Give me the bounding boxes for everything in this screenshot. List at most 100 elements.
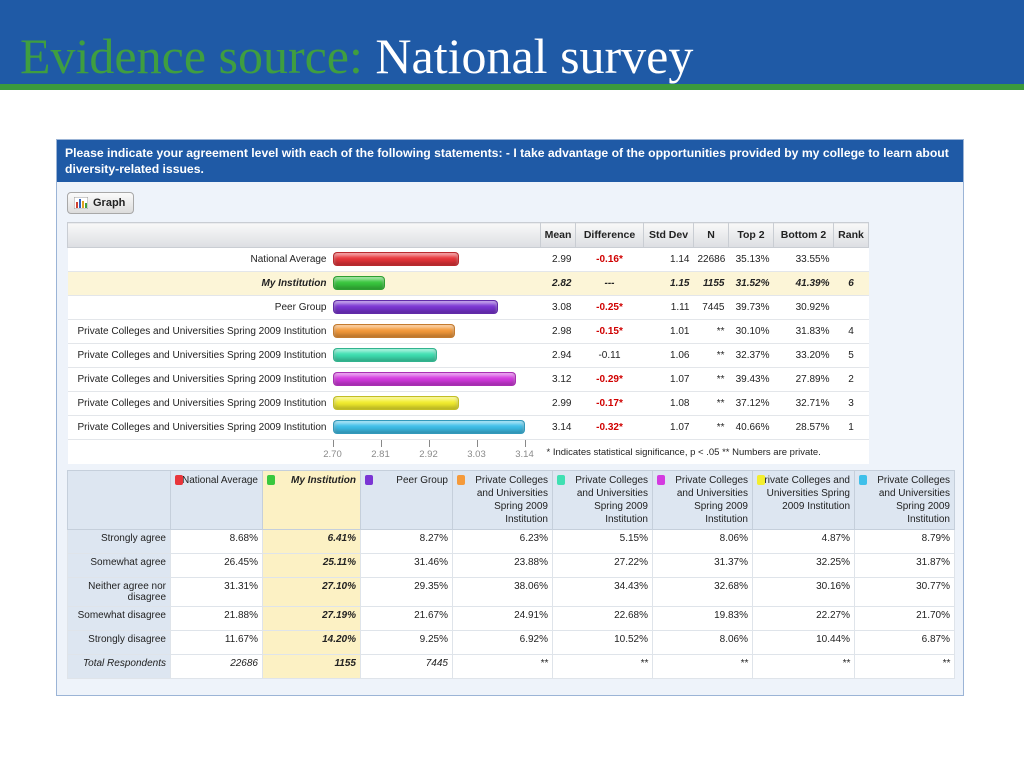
cell-bottom2: 41.39% xyxy=(773,271,834,296)
cell-difference: -0.32* xyxy=(575,415,644,440)
axis-tick-label: 2.92 xyxy=(419,449,438,460)
cell-stddev: 1.15 xyxy=(643,271,694,296)
column-name: Peer Group xyxy=(396,475,448,486)
percentage-cell: 21.88% xyxy=(170,606,263,631)
cell-mean: 2.99 xyxy=(540,391,576,416)
cell-top2: 31.52% xyxy=(728,271,774,296)
percentage-cell: 32.68% xyxy=(652,577,753,607)
cell-bottom2: 32.71% xyxy=(773,391,834,416)
mean-bar xyxy=(332,396,460,410)
distribution-row: Neither agree nor disagree 31.31% 27.10% 29… xyxy=(67,577,955,607)
percentage-cell: ** xyxy=(452,654,553,679)
percentage-cell: 8.27% xyxy=(360,529,453,554)
mean-bar xyxy=(332,252,460,266)
percentage-cell: 30.77% xyxy=(854,577,955,607)
column-name: Private Colleges and Universities Spring… xyxy=(877,475,950,525)
percentage-cell: 32.25% xyxy=(752,553,855,578)
significance-footnote: * Indicates statistical significance, p … xyxy=(540,439,869,464)
percentage-cell: 24.91% xyxy=(452,606,553,631)
row-label: National Average xyxy=(67,247,331,272)
cell-difference: -0.11 xyxy=(575,343,644,368)
mean-bar xyxy=(332,324,455,338)
graph-button[interactable]: Graph xyxy=(67,192,135,214)
axis-tick xyxy=(380,440,382,447)
percentage-cell: 22686 xyxy=(170,654,263,679)
response-label: Neither agree nor disagree xyxy=(67,577,171,607)
percentage-cell: 6.87% xyxy=(854,630,955,655)
cell-top2: 32.37% xyxy=(728,343,774,368)
distribution-header-row: National Average My Institution Peer Group… xyxy=(67,470,955,530)
col-header-stddev: Std Dev xyxy=(643,222,694,248)
distribution-col-header: Private Colleges and Universities Spring… xyxy=(552,470,653,530)
percentage-cell: 11.67% xyxy=(170,630,263,655)
response-label: Strongly disagree xyxy=(67,630,171,655)
cell-top2: 35.13% xyxy=(728,247,774,272)
percentage-cell: 31.87% xyxy=(854,553,955,578)
cell-difference: -0.15* xyxy=(575,319,644,344)
cell-difference: -0.29* xyxy=(575,367,644,392)
cell-stddev: 1.07 xyxy=(643,367,694,392)
cell-bottom2: 30.92% xyxy=(773,295,834,320)
summary-row: National Average 2.99 -0.16* 1.14 22686 35.13… xyxy=(67,247,869,272)
row-label: Private Colleges and Universities Spring… xyxy=(67,391,331,416)
cell-n: 7445 xyxy=(693,295,729,320)
slide-title: Evidence source: National survey xyxy=(20,26,693,86)
distribution-col-header: My Institution xyxy=(262,470,361,530)
cell-rank xyxy=(833,247,869,272)
cell-rank: 4 xyxy=(833,319,869,344)
percentage-cell: 6.92% xyxy=(452,630,553,655)
percentage-cell: 10.52% xyxy=(552,630,653,655)
summary-table: Mean Difference Std Dev N Top 2 Bottom 2… xyxy=(67,222,869,464)
percentage-cell: 10.44% xyxy=(752,630,855,655)
cell-bottom2: 31.83% xyxy=(773,319,834,344)
bar-chart-icon xyxy=(74,197,88,209)
summary-row: Private Colleges and Universities Spring… xyxy=(67,415,869,440)
percentage-cell: 21.70% xyxy=(854,606,955,631)
title-green-text: Evidence source: xyxy=(20,28,363,84)
distribution-row: Strongly agree 8.68% 6.41% 8.27% 6.23% 5.15% 8… xyxy=(67,529,955,554)
percentage-cell: ** xyxy=(652,654,753,679)
cell-rank: 1 xyxy=(833,415,869,440)
cell-mean: 3.12 xyxy=(540,367,576,392)
distribution-col-header: Private Colleges and Universities Spring… xyxy=(452,470,553,530)
cell-difference: -0.17* xyxy=(575,391,644,416)
cell-n: ** xyxy=(693,391,729,416)
summary-row: Peer Group 3.08 -0.25* 1.11 7445 39.73% 30.92% xyxy=(67,295,869,320)
summary-row: Private Colleges and Universities Spring… xyxy=(67,343,869,368)
legend-swatch xyxy=(175,475,183,485)
distribution-corner xyxy=(67,470,171,530)
cell-bottom2: 33.55% xyxy=(773,247,834,272)
cell-bottom2: 27.89% xyxy=(773,367,834,392)
bar-cell xyxy=(330,247,541,272)
percentage-cell: 22.68% xyxy=(552,606,653,631)
percentage-cell: 38.06% xyxy=(452,577,553,607)
distribution-row: Strongly disagree 11.67% 14.20% 9.25% 6.92% 1… xyxy=(67,630,955,655)
distribution-col-header: Private Colleges and Universities Spring… xyxy=(652,470,753,530)
percentage-cell: 23.88% xyxy=(452,553,553,578)
percentage-cell: 8.06% xyxy=(652,630,753,655)
axis-tick-label: 2.70 xyxy=(323,449,342,460)
graph-button-label: Graph xyxy=(93,197,126,209)
cell-mean: 3.14 xyxy=(540,415,576,440)
cell-top2: 40.66% xyxy=(728,415,774,440)
legend-swatch xyxy=(557,475,565,485)
legend-swatch xyxy=(365,475,373,485)
response-distribution-table: National Average My Institution Peer Group… xyxy=(67,470,955,679)
bar-cell xyxy=(330,271,541,296)
cell-mean: 2.99 xyxy=(540,247,576,272)
distribution-row: Total Respondents 22686 1155 7445 ** ** ** ** ** xyxy=(67,654,955,679)
summary-row: Private Colleges and Universities Spring… xyxy=(67,367,869,392)
column-name: Private Colleges and Universities Spring… xyxy=(675,475,748,525)
cell-top2: 30.10% xyxy=(728,319,774,344)
summary-row: Private Colleges and Universities Spring… xyxy=(67,319,869,344)
percentage-cell: 27.10% xyxy=(262,577,361,607)
cell-stddev: 1.11 xyxy=(643,295,694,320)
column-name: My Institution xyxy=(291,475,356,486)
bar-cell xyxy=(330,415,541,440)
summary-header-row: Mean Difference Std Dev N Top 2 Bottom 2… xyxy=(67,222,869,248)
cell-stddev: 1.01 xyxy=(643,319,694,344)
col-header-n: N xyxy=(693,222,729,248)
cell-top2: 37.12% xyxy=(728,391,774,416)
mean-bar xyxy=(332,276,385,290)
response-label: Strongly agree xyxy=(67,529,171,554)
